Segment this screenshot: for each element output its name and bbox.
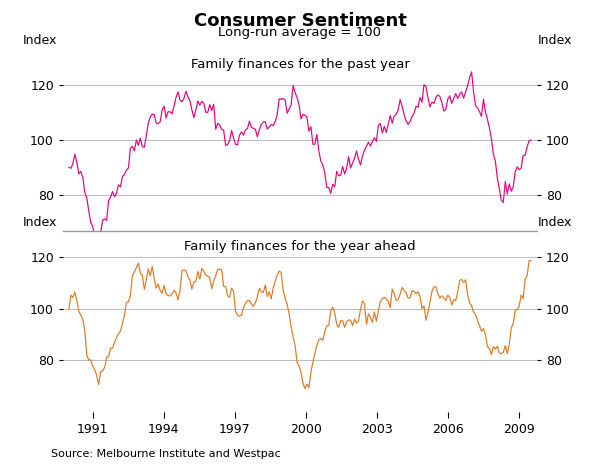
Text: Consumer Sentiment: Consumer Sentiment [194,12,406,30]
Text: Family finances for the year ahead: Family finances for the year ahead [184,240,416,253]
Text: Index: Index [538,34,572,47]
Text: Index: Index [23,34,57,47]
Text: Long-run average = 100: Long-run average = 100 [218,26,382,39]
Text: Source: Melbourne Institute and Westpac: Source: Melbourne Institute and Westpac [51,449,281,459]
Text: Family finances for the past year: Family finances for the past year [191,58,409,71]
Text: Index: Index [23,216,57,229]
Text: Index: Index [538,216,572,229]
